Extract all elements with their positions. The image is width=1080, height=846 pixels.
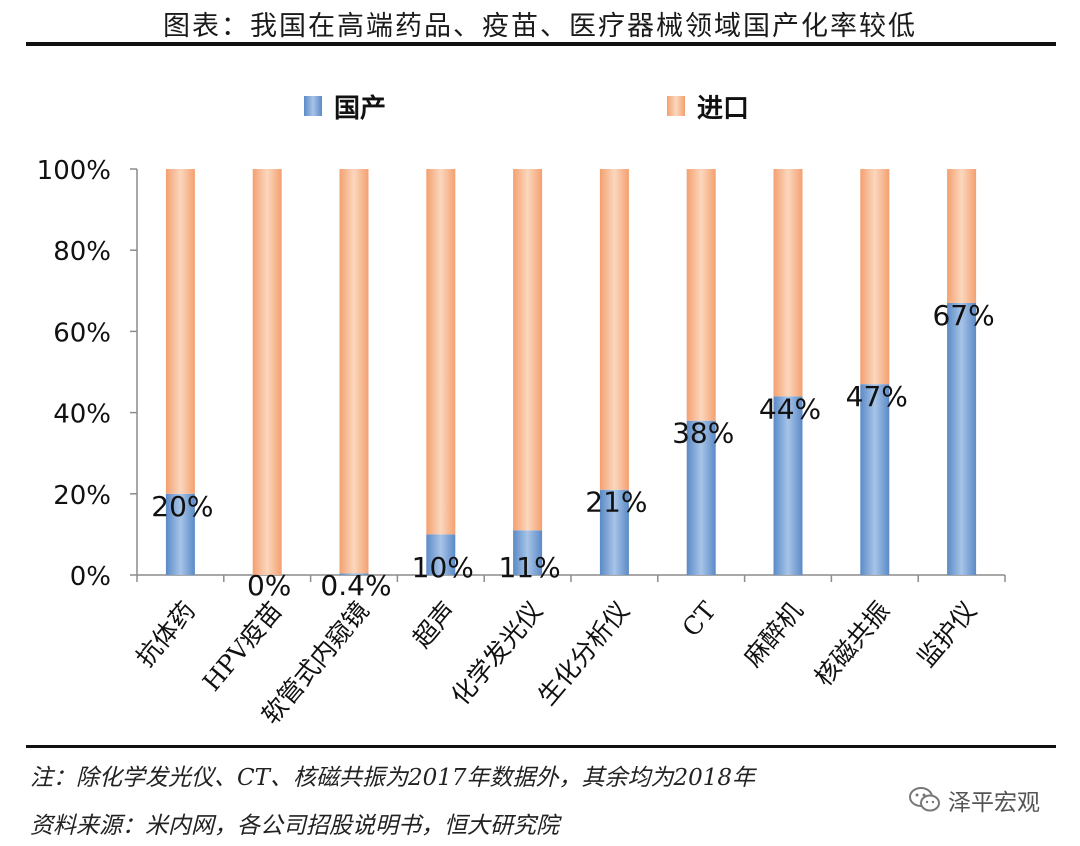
y-tick-label: 40%	[53, 400, 111, 430]
bar-domestic	[947, 302, 977, 575]
chart-source: 资料来源：米内网，各公司招股说明书，恒大研究院	[30, 813, 559, 839]
x-category-label: HPV疫苗	[197, 596, 288, 696]
bar-domestic	[860, 384, 890, 575]
bar-import	[599, 169, 629, 490]
x-category-label: 监护仪	[912, 596, 982, 672]
watermark: 泽平宏观	[908, 784, 1040, 816]
y-tick-label: 20%	[53, 481, 111, 511]
data-label: 20%	[151, 490, 213, 523]
bar-domestic	[599, 489, 629, 575]
legend-swatch-domestic	[304, 96, 322, 116]
data-label: 67%	[932, 299, 994, 332]
x-category-label: 麻醉机	[738, 596, 808, 672]
data-label: 44%	[759, 392, 821, 425]
wechat-icon	[909, 787, 940, 812]
data-label: 38%	[672, 417, 734, 450]
x-category-label: 核磁共振	[809, 596, 896, 691]
legend-label-import: 进口	[697, 94, 749, 124]
top-rule	[26, 42, 1056, 46]
x-category-label: 生化分析仪	[532, 596, 635, 710]
data-label: 21%	[585, 486, 647, 519]
bar-import	[252, 169, 282, 575]
y-tick-label: 0%	[70, 562, 111, 592]
bar-domestic	[426, 534, 456, 575]
data-label: 47%	[846, 380, 908, 413]
bottom-rule	[26, 745, 1056, 748]
bar-import	[947, 169, 977, 303]
stacked-bar-chart: 国产 进口 0%20%40%60%80%100% 20%抗体药0%HPV疫苗0.4…	[37, 94, 1006, 730]
y-tick-label: 100%	[37, 156, 111, 186]
bar-import	[773, 169, 803, 397]
legend-swatch-import	[667, 96, 685, 116]
bar-import	[513, 169, 543, 531]
data-label: 11%	[498, 551, 560, 584]
bar-domestic	[165, 493, 195, 575]
watermark-text: 泽平宏观	[948, 790, 1040, 816]
bar-import	[165, 169, 195, 494]
bar-domestic	[773, 396, 803, 575]
legend-label-domestic: 国产	[334, 94, 386, 124]
data-label: 10%	[412, 551, 474, 584]
data-label: 0%	[247, 569, 291, 602]
bar-domestic	[339, 573, 369, 575]
bar-domestic	[513, 530, 543, 575]
x-category-label: CT	[677, 596, 722, 642]
bar-import	[339, 169, 369, 574]
bar-import	[860, 169, 890, 385]
chart-title: 图表：我国在高端药品、疫苗、医疗器械领域国产化率较低	[163, 11, 917, 42]
bar-import	[686, 169, 716, 421]
bar-import	[426, 169, 456, 535]
y-tick-label: 60%	[53, 318, 111, 348]
x-category-label: 抗体药	[131, 596, 201, 672]
bar-domestic	[686, 420, 716, 575]
x-category-label: 超声	[407, 596, 461, 653]
chart-note: 注：除化学发光仪、CT、核磁共振为2017年数据外，其余均为2018年	[30, 765, 756, 791]
y-tick-label: 80%	[53, 237, 111, 267]
data-label: 0.4%	[320, 569, 391, 602]
